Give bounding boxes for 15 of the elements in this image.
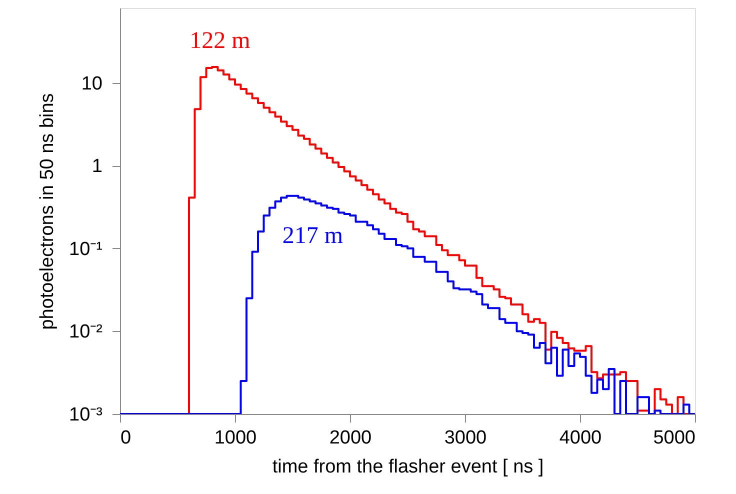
- y-tick-label: 1: [92, 156, 102, 178]
- y-axis-title: photoelectrons in 50 ns bins: [37, 93, 58, 330]
- series-label: 217 m: [282, 222, 344, 249]
- y-tick-label: 10⁻¹: [69, 238, 102, 260]
- x-tick-label: 0: [120, 428, 132, 448]
- x-tick-label: 3000: [444, 428, 487, 448]
- x-tick-label: 5000: [653, 428, 696, 448]
- y-tick-label: 10⁻³: [69, 404, 102, 426]
- x-tick-label: 1000: [214, 428, 257, 448]
- x-tick-label: 4000: [559, 428, 602, 448]
- y-tick-label: 10: [81, 73, 102, 94]
- x-axis-title: time from the flasher event [ ns ]: [272, 456, 544, 478]
- series-label: 122 m: [190, 28, 251, 54]
- y-tick-label: 10⁻²: [69, 322, 102, 343]
- x-tick-label: 2000: [329, 428, 372, 448]
